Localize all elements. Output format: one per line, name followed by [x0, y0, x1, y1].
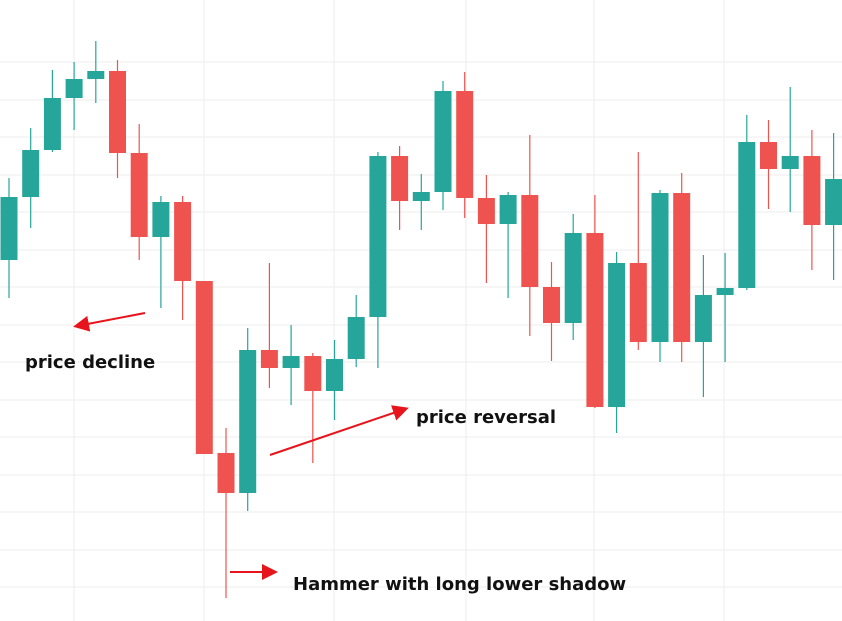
candle-body: [586, 233, 604, 407]
arrow: [73, 312, 146, 332]
candle-body: [65, 79, 83, 98]
annotation: price reversal: [416, 407, 556, 428]
candle-body: [130, 153, 148, 237]
candle-body: [0, 197, 18, 260]
candle-body: [217, 453, 235, 493]
candle-body: [629, 263, 647, 342]
candle-body: [109, 71, 126, 153]
candle-body: [260, 350, 278, 368]
candle-body: [87, 71, 105, 79]
candle-body: [521, 195, 539, 287]
candle-body: [282, 356, 300, 368]
candle-body: [716, 288, 734, 295]
candle-body: [651, 193, 669, 342]
candle-body: [608, 263, 626, 407]
candle-body: [694, 295, 712, 342]
candle-body: [456, 91, 474, 198]
arrow: [269, 405, 409, 456]
candle-body: [391, 156, 409, 201]
candle-body: [239, 350, 257, 493]
candle-body: [195, 281, 213, 454]
candle-body: [369, 156, 387, 317]
candle-body: [412, 192, 430, 201]
annotation: Hammer with long lower shadow: [293, 574, 626, 595]
candle-body: [564, 233, 582, 323]
candle-body: [781, 156, 799, 169]
candle-body: [738, 142, 756, 288]
candle-body: [673, 193, 691, 342]
candle-body: [543, 287, 560, 323]
candle-body: [803, 156, 821, 225]
candle-body: [174, 202, 192, 281]
candle-body: [22, 150, 40, 197]
candle-body: [825, 179, 842, 225]
candle-body: [434, 91, 452, 192]
candle-body: [43, 98, 61, 150]
candle-body: [304, 356, 322, 391]
candle-body: [477, 198, 495, 224]
candle-body: [326, 359, 343, 391]
candles: [0, 41, 842, 598]
candle-body: [499, 195, 517, 224]
candle-body: [152, 202, 170, 237]
candle-body: [760, 142, 777, 169]
annotation: price decline: [25, 352, 155, 373]
candle-body: [347, 317, 365, 359]
